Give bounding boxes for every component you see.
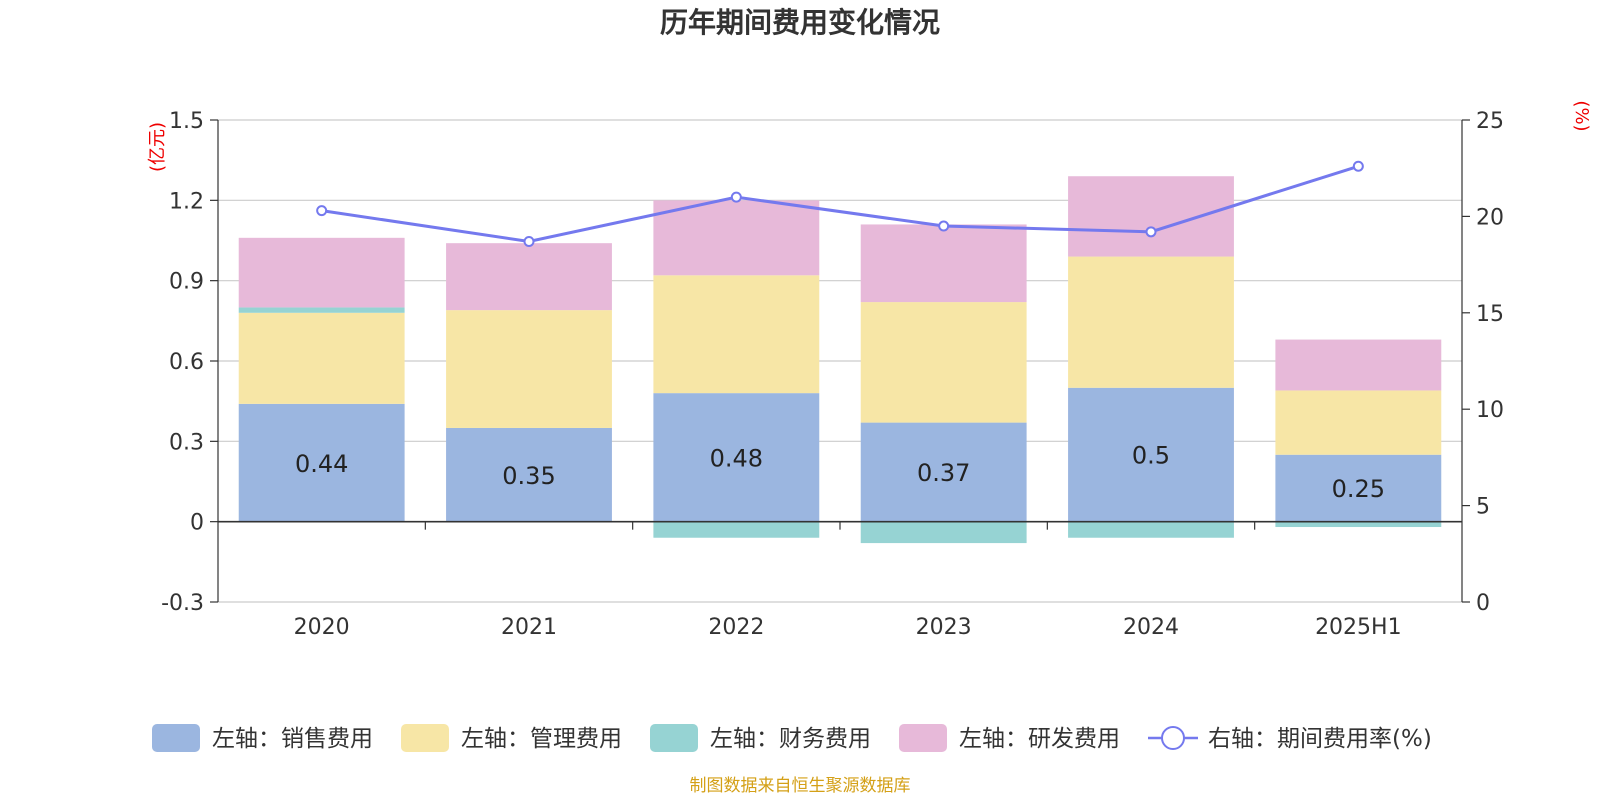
category-label: 2020 [294,615,350,640]
rate-point [730,191,742,203]
left-axis-unit: (亿元) [147,122,168,172]
bar-segment [1068,256,1234,388]
right-tick-label: 15 [1476,302,1504,327]
bar-segment [653,521,820,538]
bar-segment [1275,454,1442,522]
source-note: 制图数据来自恒生聚源数据库 [690,776,911,796]
bar-segment [860,302,1027,423]
rate-point [316,205,328,217]
left-tick-label: 0.3 [169,430,204,455]
axes: -0.3 0 0.3 0.6 0.9 1.2 1.5 0 5 10 15 20 25 2020 2021 20… [161,109,1504,640]
left-tick-label: -0.3 [161,591,204,616]
bar-segment [446,243,612,311]
rate-line [316,160,1364,247]
rate-line-path [321,164,1359,243]
data-label: 0.25 [1332,475,1385,503]
bar-segment [446,427,612,522]
legend: 左轴：销售费用 左轴：管理费用 左轴：财务费用 左轴：研发费用 右轴：期间费用率(%) [152,724,1432,752]
bar-segment [860,521,1027,544]
right-tick-label: 0 [1476,591,1490,616]
bar-segment [238,403,405,522]
legend-marker [1161,726,1185,750]
legend-label: 左轴：研发费用 [959,726,1120,752]
bar-segment [238,237,405,308]
right-tick-label: 5 [1476,495,1490,520]
bar-segment [446,310,612,428]
data-label: 0.5 [1132,442,1170,470]
right-tick-label: 10 [1476,398,1504,423]
bar-segment [653,275,820,394]
left-tick-label: 0.9 [169,270,204,295]
legend-label: 左轴：财务费用 [710,726,871,752]
bar-segment [860,224,1027,303]
legend-label: 右轴：期间费用率(%) [1208,726,1432,752]
category-label: 2023 [916,615,972,640]
bar-segment [1068,387,1234,522]
right-tick-label: 20 [1476,205,1504,230]
left-tick-label: 0 [190,511,204,536]
bar-segment [238,312,405,404]
data-labels: 0.44 0.35 0.48 0.37 0.5 0.25 [295,442,1385,503]
right-tick-label: 25 [1476,109,1504,134]
left-tick-label: 1.2 [169,189,204,214]
bar-segment [1275,339,1442,391]
chart-title: 历年期间费用变化情况 [660,6,940,39]
bar-segment [653,200,820,276]
category-label: 2025H1 [1315,615,1402,640]
bar-segment [653,393,820,522]
legend-swatch [650,724,698,752]
legend-label: 左轴：销售费用 [212,726,373,752]
right-axis-unit: (%) [1571,100,1592,131]
rate-point [938,220,950,232]
legend-label: 左轴：管理费用 [461,726,622,752]
bar-segment [1068,176,1234,257]
category-label: 2021 [501,615,557,640]
rate-point [523,235,535,247]
rate-point [1145,226,1157,238]
bars [238,176,1442,544]
legend-swatch [899,724,947,752]
data-label: 0.44 [295,450,348,478]
legend-swatch [401,724,449,752]
rate-point [1352,160,1364,172]
category-label: 2022 [708,615,764,640]
category-label: 2024 [1123,615,1179,640]
bar-segment [1068,521,1234,538]
left-tick-label: 0.6 [169,350,204,375]
bar-segment [860,422,1027,522]
data-label: 0.35 [502,462,555,490]
bar-segment [238,307,405,313]
bar-segment [1275,521,1442,528]
left-tick-label: 1.5 [169,109,204,134]
legend-swatch [152,724,200,752]
bar-segment [1275,390,1442,455]
data-label: 0.37 [917,459,970,487]
data-label: 0.48 [710,444,763,472]
